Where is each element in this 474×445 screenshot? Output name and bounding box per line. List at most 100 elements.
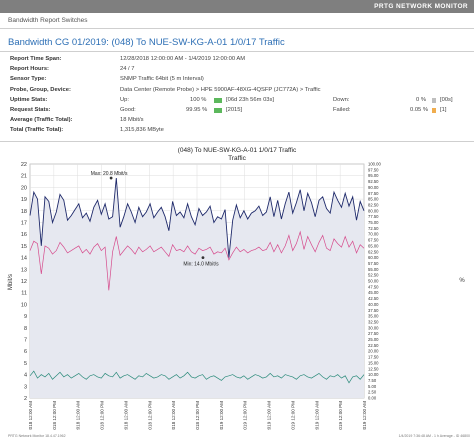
chart-x-tick-label: 12/28/2018 12:00 PM	[52, 401, 57, 430]
row-average: Average (Traffic Total): 18 Mbit/s	[8, 117, 470, 127]
chart-y-tick-label: 6	[24, 349, 27, 355]
request-failed-bar	[432, 107, 436, 113]
chart-y2-tick-label: 12.50	[368, 366, 379, 371]
chart-y2-tick-label: 27.50	[368, 331, 379, 336]
uptime-up-detail: [06d 23h 56m 03s]	[226, 96, 275, 103]
footer-left: PRTG Network Monitor 18.4.47.1962	[8, 434, 66, 438]
chart-y2-tick-label: 35.00	[368, 314, 379, 319]
chart-x-tick-label: 12/30/2018 12:00 AM	[123, 401, 128, 430]
chart-x-tick-label: 1/2/2019 12:00 AM	[267, 401, 272, 430]
row-sensor: Sensor Type: SNMP Traffic 64bit (5 m Int…	[8, 76, 470, 86]
chart-x-tick-label: 12/29/2018 12:00 AM	[76, 401, 81, 430]
chart-x-tick-label: 1/4/2019 12:00 AM	[362, 401, 367, 430]
request-good-label: Good:	[120, 106, 136, 113]
chart-y2-tick-label: 50.00	[368, 279, 379, 284]
chart-x-tick-label: 1/3/2019 12:00 AM	[314, 401, 319, 430]
chart-x-tick-label: 12/30/2018 12:00 PM	[147, 401, 152, 430]
chart-y-tick-label: 4	[24, 373, 27, 379]
uptime-down-value: 0 %	[416, 96, 426, 103]
chart-y2-tick-label: 85.00	[368, 197, 379, 202]
chart-y2-tick-label: 2.50	[368, 390, 377, 395]
uptime-label: Uptime Stats:	[10, 96, 48, 103]
chart-y2-tick-label: 45.00	[368, 290, 379, 295]
sensor-label: Sensor Type:	[10, 76, 47, 83]
chart-y2-tick-label: 92.50	[368, 179, 379, 184]
row-probe: Probe, Group, Device: Data Center (Remot…	[8, 87, 470, 97]
chart-y2-tick-label: 37.50	[368, 308, 379, 313]
chart-y2-tick-label: 72.50	[368, 226, 379, 231]
chart-y-tick-label: 11	[21, 291, 27, 297]
chart-x-tick-label: 12/29/2018 12:00 PM	[100, 401, 105, 430]
chart-title: (048) To NUE-SW-KG-A-01 1/0/17 Traffic	[178, 147, 297, 154]
request-good-bar	[214, 107, 222, 113]
traffic-chart-svg: (048) To NUE-SW-KG-A-01 1/0/17 Traffic T…	[8, 147, 465, 445]
chart-annotation-marker	[109, 176, 113, 180]
series-traffic-in-line	[29, 230, 365, 291]
chart-y-tick-label: 7	[24, 338, 27, 344]
chart-y2-tick-label: 17.50	[368, 355, 379, 360]
row-time-span: Report Time Span: 12/28/2018 12:00:00 AM…	[8, 56, 470, 66]
chart-y-tick-label: 14	[21, 256, 27, 262]
chart-y2-tick-label: 60.00	[368, 255, 379, 260]
chart-x-tick-label: 1/2/2019 12:00 PM	[290, 401, 295, 430]
chart-y-tick-label: 19	[21, 197, 27, 203]
brand-logo: PRTG NETWORK MONITOR	[374, 3, 468, 10]
chart-y2-tick-label: 0.00	[368, 396, 377, 401]
uptime-down-label: Down:	[333, 96, 350, 103]
chart-x-tick-label: 12/31/2018 12:00 PM	[195, 401, 200, 430]
footer-right: 1/4/2019 7:36:48 AM - 1 h Average - ID 4…	[398, 434, 470, 438]
chart-y2-tick-label: 42.50	[368, 296, 379, 301]
top-bar: PRTG NETWORK MONITOR	[0, 0, 474, 13]
hours-value: 24 / 7	[120, 66, 135, 73]
chart-y2-tick-label: 40.00	[368, 302, 379, 307]
chart-y2-tick-label: 62.50	[368, 249, 379, 254]
row-uptime: Uptime Stats: Up: 100 % [06d 23h 56m 03s…	[8, 97, 470, 107]
chart-y2-tick-label: 5.00	[368, 384, 377, 389]
probe-label: Probe, Group, Device:	[10, 86, 71, 93]
divider	[0, 141, 474, 142]
request-good-detail: [2015]	[226, 106, 243, 113]
divider	[0, 28, 474, 29]
uptime-up-bar	[214, 97, 222, 103]
chart-plot-area: 2 3 4 5 6 7 8 9 10 11 12 13 14 15 16 17 18 19 20 21 22 0.002.…	[21, 162, 382, 445]
uptime-down-bar	[432, 97, 436, 103]
chart-y-tick-label: 12	[21, 279, 27, 285]
chart-y2-axis-label: %	[459, 278, 465, 284]
chart-x-tick-label: 1/1/2019 12:00 AM	[219, 401, 224, 430]
row-request: Request Stats: Good: 99.95 % [2015] Fail…	[8, 107, 470, 117]
uptime-up-label: Up:	[120, 96, 130, 103]
uptime-down-detail: [00s]	[440, 96, 453, 103]
chart-y-tick-label: 9	[24, 314, 27, 320]
chart-x-tick-label: 1/3/2019 12:00 PM	[338, 401, 343, 430]
report-heading: Bandwidth CG 01/2019: (048) To NUE-SW-KG…	[8, 37, 285, 48]
chart-y-axis-label: Mbit/s	[8, 274, 14, 290]
chart-y-tick-label: 21	[21, 174, 27, 180]
chart-y2-tick-label: 100.00	[368, 162, 381, 167]
chart-y2-tick-label: 67.50	[368, 238, 379, 243]
total-value: 1,315,836 MByte	[120, 127, 164, 134]
average-value: 18 Mbit/s	[120, 117, 144, 124]
chart-y2-tick-label: 65.00	[368, 243, 379, 248]
chart-annotation-label: Max: 20.8 Mbit/s	[91, 171, 128, 177]
hours-label: Report Hours:	[10, 66, 49, 73]
average-label: Average (Traffic Total):	[10, 117, 73, 124]
report-subtitle: Bandwidth Report Switches	[8, 17, 88, 24]
chart-x-tick-label: 12/31/2018 12:00 AM	[171, 401, 176, 430]
chart-y2-tick-label: 77.50	[368, 214, 379, 219]
total-label: Total (Traffic Total):	[10, 127, 64, 134]
request-failed-label: Failed:	[333, 106, 351, 113]
chart-annotation-marker	[201, 256, 205, 259]
series-traffic-total-line	[29, 177, 365, 258]
row-total: Total (Traffic Total): 1,315,836 MByte	[8, 127, 470, 137]
chart-y2-tick-label: 7.50	[368, 378, 377, 383]
time-span-label: Report Time Span:	[10, 56, 62, 62]
chart-y2-tick-label: 57.50	[368, 261, 379, 266]
chart-x-tick-label: 1/1/2019 12:00 PM	[243, 401, 248, 430]
report-footer: PRTG Network Monitor 18.4.47.1962 1/4/20…	[8, 434, 470, 438]
chart-x-tick-label: 12/28/2018 12:00 AM	[28, 401, 33, 430]
chart-y2-tick-label: 90.00	[368, 185, 379, 190]
chart-y2-tick-label: 10.00	[368, 372, 379, 377]
chart-y-tick-label: 5	[24, 361, 27, 367]
chart-y2-tick-label: 87.50	[368, 191, 379, 196]
chart-y2-tick-label: 20.00	[368, 349, 379, 354]
